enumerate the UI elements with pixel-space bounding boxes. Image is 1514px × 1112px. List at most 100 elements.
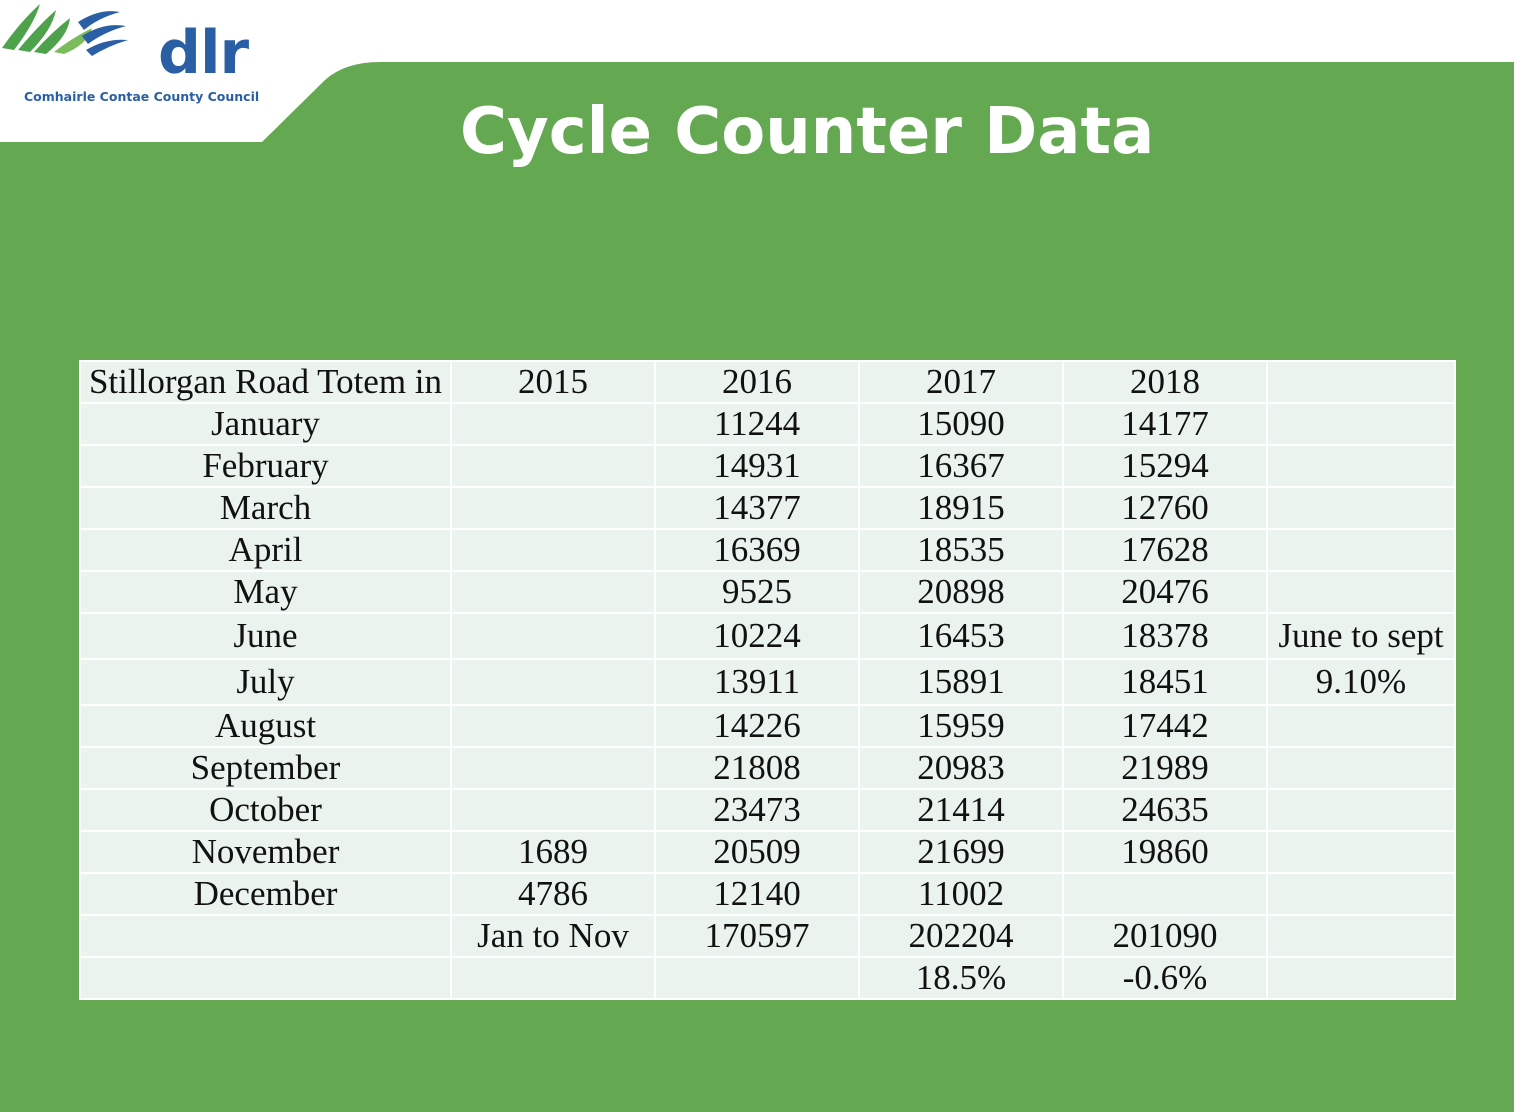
cycle-counter-table: Stillorgan Road Totem in 2015 2016 2017 … <box>79 360 1456 1000</box>
value-2015 <box>450 528 656 572</box>
table-row: February 14931 16367 15294 <box>79 444 1456 488</box>
table-row: January 11244 15090 14177 <box>79 402 1456 446</box>
percent-2016 <box>654 956 860 1000</box>
value-2017: 20898 <box>858 570 1064 614</box>
percent-change-row: 18.5% -0.6% <box>79 956 1456 1000</box>
value-2018: 18378 <box>1062 612 1268 660</box>
value-2017: 15891 <box>858 658 1064 706</box>
header-2015: 2015 <box>450 360 656 404</box>
value-2015 <box>450 704 656 748</box>
totals-row: Jan to Nov 170597 202204 201090 <box>79 914 1456 958</box>
value-2017: 18535 <box>858 528 1064 572</box>
value-2018: 17628 <box>1062 528 1268 572</box>
value-2017: 16453 <box>858 612 1064 660</box>
percent-change-2017: 18.5% <box>858 956 1064 1000</box>
header-location: Stillorgan Road Totem in <box>79 360 452 404</box>
note-cell <box>1266 570 1456 614</box>
value-2016: 9525 <box>654 570 860 614</box>
value-2018: 21989 <box>1062 746 1268 790</box>
table-row: August 14226 15959 17442 <box>79 704 1456 748</box>
month-cell: October <box>79 788 452 832</box>
value-2015 <box>450 746 656 790</box>
value-2017: 11002 <box>858 872 1064 916</box>
header-white-shape <box>0 0 1514 142</box>
dlr-wordmark: dlr <box>158 18 249 88</box>
table-row: December 4786 12140 11002 <box>79 872 1456 916</box>
value-2017: 21699 <box>858 830 1064 874</box>
table-header-row: Stillorgan Road Totem in 2015 2016 2017 … <box>79 360 1456 404</box>
month-cell: April <box>79 528 452 572</box>
note-cell <box>1266 788 1456 832</box>
value-2017: 16367 <box>858 444 1064 488</box>
header-2016: 2016 <box>654 360 860 404</box>
month-cell: November <box>79 830 452 874</box>
value-2016: 14377 <box>654 486 860 530</box>
month-cell: June <box>79 612 452 660</box>
value-2016: 14931 <box>654 444 860 488</box>
value-2015 <box>450 788 656 832</box>
note-cell <box>1266 746 1456 790</box>
note-cell <box>1266 528 1456 572</box>
value-2018: 19860 <box>1062 830 1268 874</box>
value-2016: 14226 <box>654 704 860 748</box>
header-2017: 2017 <box>858 360 1064 404</box>
total-2016: 170597 <box>654 914 860 958</box>
table-row: November 1689 20509 21699 19860 <box>79 830 1456 874</box>
month-cell: August <box>79 704 452 748</box>
value-2016: 23473 <box>654 788 860 832</box>
note-cell <box>1266 704 1456 748</box>
note-cell <box>1266 872 1456 916</box>
value-2018: 15294 <box>1062 444 1268 488</box>
table-row: July 13911 15891 18451 9.10% <box>79 658 1456 706</box>
note-cell <box>1266 956 1456 1000</box>
dlr-wave-logo-icon <box>2 4 128 56</box>
value-2018 <box>1062 872 1268 916</box>
page-title: Cycle Counter Data <box>460 95 1155 169</box>
value-2017: 15959 <box>858 704 1064 748</box>
value-2015 <box>450 570 656 614</box>
value-2016: 20509 <box>654 830 860 874</box>
table-row: September 21808 20983 21989 <box>79 746 1456 790</box>
council-tagline: Comhairle Contae County Council <box>24 89 260 104</box>
value-2015 <box>450 612 656 660</box>
value-2015: 1689 <box>450 830 656 874</box>
value-2018: 24635 <box>1062 788 1268 832</box>
month-cell: May <box>79 570 452 614</box>
header-note <box>1266 360 1456 404</box>
value-2018: 20476 <box>1062 570 1268 614</box>
percent-change-2018: -0.6% <box>1062 956 1268 1000</box>
month-cell: February <box>79 444 452 488</box>
totals-label-cell <box>79 914 452 958</box>
value-2015 <box>450 402 656 446</box>
value-2016: 21808 <box>654 746 860 790</box>
header-logo-area: dlr Comhairle Contae County Council <box>0 0 1514 142</box>
note-cell <box>1266 402 1456 446</box>
header-2018: 2018 <box>1062 360 1268 404</box>
value-2016: 12140 <box>654 872 860 916</box>
note-cell <box>1266 486 1456 530</box>
note-cell <box>1266 830 1456 874</box>
note-cell <box>1266 444 1456 488</box>
table-row: June 10224 16453 18378 June to sept <box>79 612 1456 660</box>
percent-label-cell <box>79 956 452 1000</box>
value-2018: 12760 <box>1062 486 1268 530</box>
table-row: April 16369 18535 17628 <box>79 528 1456 572</box>
table-row: March 14377 18915 12760 <box>79 486 1456 530</box>
percent-2015 <box>450 956 656 1000</box>
month-cell: January <box>79 402 452 446</box>
total-2018: 201090 <box>1062 914 1268 958</box>
june-to-sept-value: 9.10% <box>1266 658 1456 706</box>
value-2017: 20983 <box>858 746 1064 790</box>
value-2018: 18451 <box>1062 658 1268 706</box>
month-cell: July <box>79 658 452 706</box>
month-cell: March <box>79 486 452 530</box>
value-2016: 16369 <box>654 528 860 572</box>
value-2017: 18915 <box>858 486 1064 530</box>
month-cell: December <box>79 872 452 916</box>
total-2017: 202204 <box>858 914 1064 958</box>
totals-period-label: Jan to Nov <box>450 914 656 958</box>
value-2016: 10224 <box>654 612 860 660</box>
value-2017: 21414 <box>858 788 1064 832</box>
month-cell: September <box>79 746 452 790</box>
value-2016: 11244 <box>654 402 860 446</box>
